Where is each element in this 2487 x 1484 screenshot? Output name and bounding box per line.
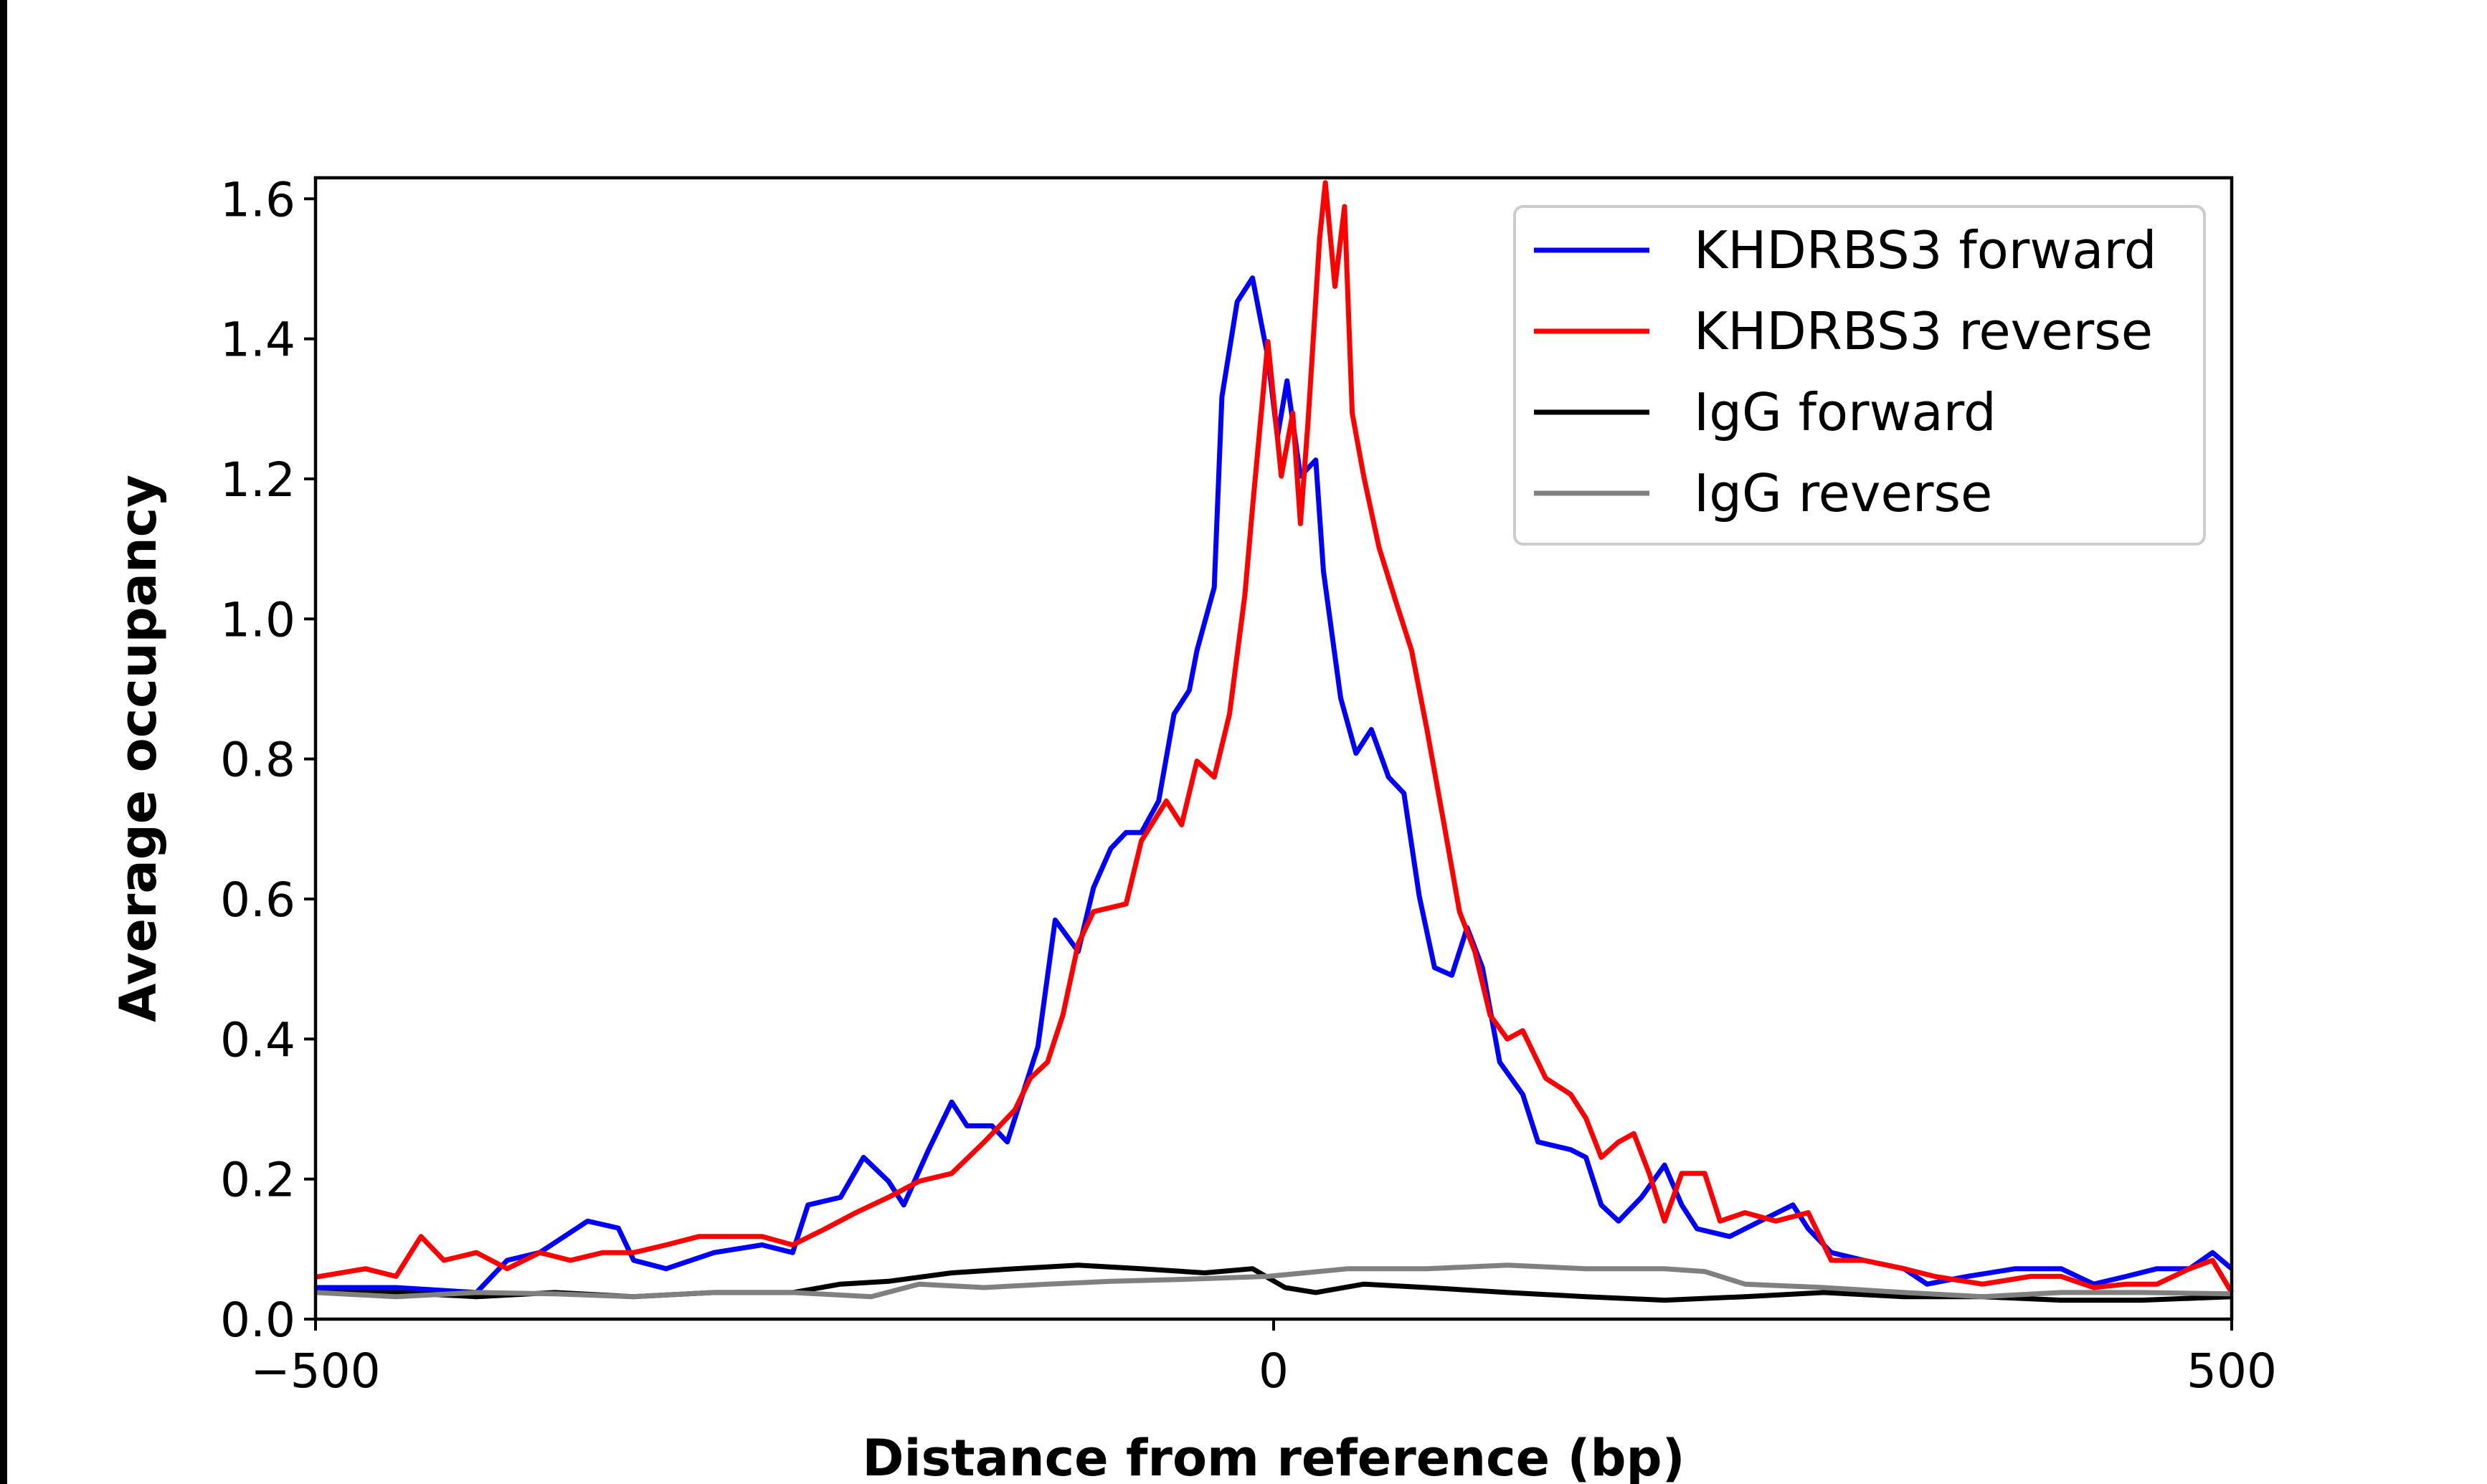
y-axis-ticks: 0.0 0.2 0.4 0.6 0.8 1.0 1.2 1.4 1.6: [220, 172, 316, 1348]
y-tick-label: 0.2: [220, 1153, 295, 1208]
legend: KHDRBS3 forward KHDRBS3 reverse IgG forwar…: [1513, 205, 2206, 546]
x-tick-label: 0: [1259, 1343, 1289, 1399]
x-axis-label: Distance from reference (bp): [862, 1429, 1685, 1484]
left-border: [0, 0, 7, 1484]
y-axis-label: Average occupancy: [109, 475, 168, 1022]
series-layer: [315, 180, 2235, 1303]
y-tick-label: 1.0: [220, 592, 295, 647]
legend-label: KHDRBS3 reverse: [1694, 301, 2153, 361]
series-line-khdrbs3-reverse: [315, 180, 2235, 1294]
y-tick-label: 0.6: [220, 872, 295, 928]
y-tick-label: 0.4: [220, 1012, 295, 1067]
x-tick-label: 500: [2187, 1343, 2277, 1399]
y-tick-label: 1.6: [220, 172, 295, 227]
legend-entry: IgG forward: [1534, 382, 1996, 442]
y-tick-label: 0.8: [220, 733, 295, 788]
x-tick-label: −500: [250, 1343, 380, 1399]
legend-entry: IgG reverse: [1534, 463, 1992, 523]
series-line-igg-reverse: [315, 1262, 2232, 1300]
legend-entry: KHDRBS3 forward: [1534, 220, 2156, 280]
y-tick-label: 0.0: [220, 1293, 295, 1348]
legend-entry: KHDRBS3 reverse: [1534, 301, 2153, 361]
legend-box: [1513, 205, 2206, 546]
legend-label: IgG reverse: [1694, 463, 1992, 523]
y-tick-label: 1.2: [220, 452, 295, 508]
x-axis-ticks: −500 0 500: [250, 1319, 2277, 1399]
legend-label: KHDRBS3 forward: [1694, 220, 2156, 280]
legend-label: IgG forward: [1694, 382, 1996, 442]
y-tick-label: 1.4: [220, 313, 295, 368]
